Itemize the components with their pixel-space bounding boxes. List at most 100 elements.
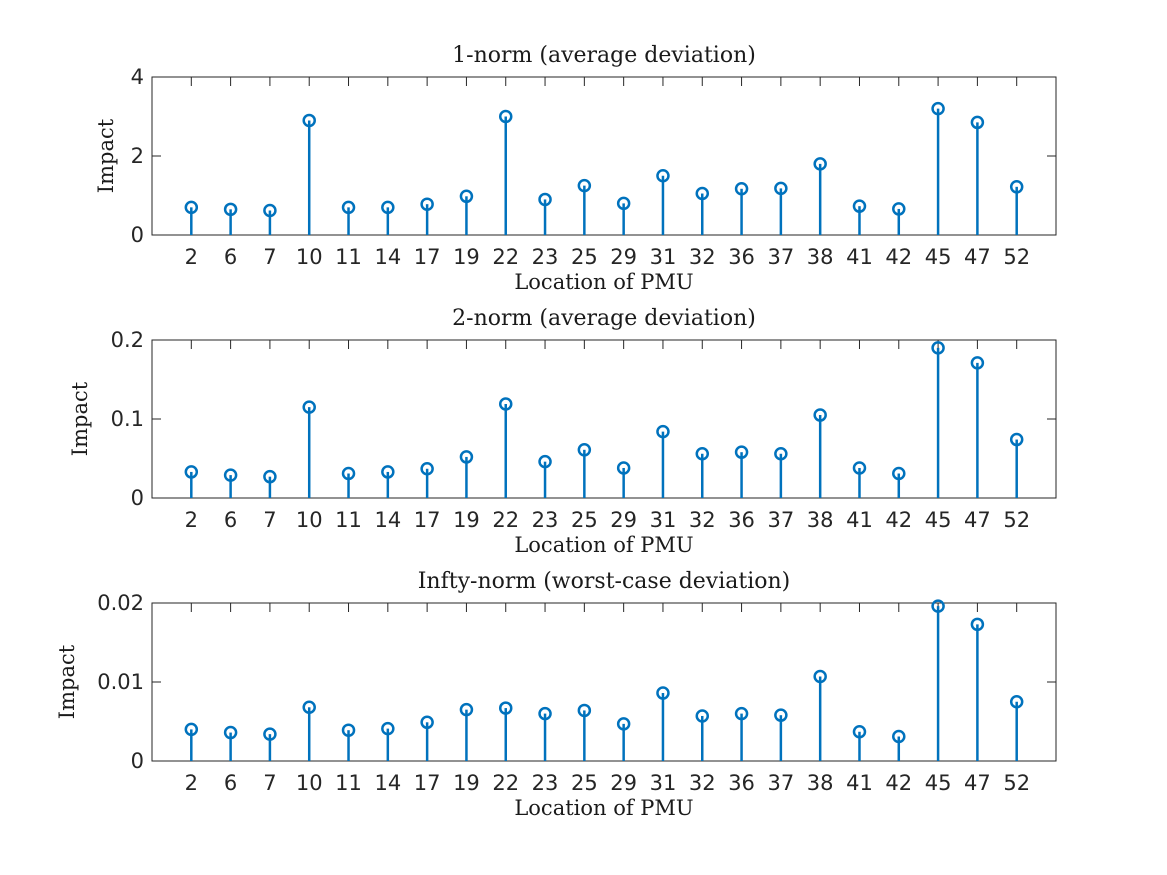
x-tick-label: 14 [374,245,401,269]
stem-marker [813,157,827,171]
stem-marker [892,202,906,216]
stem-marker [577,443,592,457]
stem-marker [263,469,277,484]
x-tick-label: 23 [532,771,559,795]
stem-marker [734,445,749,459]
stem-marker [970,356,985,370]
stem-marker [223,468,238,482]
x-tick-label: 7 [263,508,276,532]
x-tick-label: 32 [689,771,716,795]
stem-marker [931,341,945,355]
stem-marker [341,466,356,481]
x-tick-label: 52 [1003,245,1030,269]
y-tick-label: 0.1 [111,407,144,431]
stem-marker [774,447,788,461]
x-tick-label: 45 [925,771,952,795]
stem-marker [656,169,670,183]
x-tick-label: 2 [185,508,198,532]
stem-marker [813,669,827,684]
x-tick-label: 36 [728,508,755,532]
y-axis-label: Impact [68,381,92,456]
stem-marker [616,196,631,211]
stem-marker [184,722,199,737]
y-tick-label: 0.02 [97,591,144,615]
stem-marker [892,466,906,481]
x-tick-label: 22 [492,508,519,532]
x-tick-label: 17 [414,771,441,795]
x-tick-label: 2 [185,771,198,795]
x-tick-label: 22 [492,245,519,269]
stem-marker [656,686,670,700]
x-tick-label: 37 [768,508,795,532]
stem-marker [538,454,552,469]
stem-marker [381,200,395,215]
stem-marker [577,178,592,193]
stem-marker [892,729,906,744]
stem-marker [1009,695,1024,709]
x-tick-label: 36 [728,245,755,269]
x-tick-label: 31 [650,508,677,532]
stem-marker [931,599,945,613]
x-tick-label: 11 [335,245,362,269]
x-tick-label: 19 [453,245,480,269]
x-tick-label: 32 [689,508,716,532]
stem-marker [695,447,710,461]
stem-marker [695,186,710,201]
stem-marker [459,450,474,464]
stem-marker [498,701,513,715]
x-axis-label: Location of PMU [514,796,693,820]
y-axis-label: Impact [55,644,79,719]
stem-marker [852,199,867,213]
stem-marker [774,708,788,722]
axes-box [151,602,1057,762]
x-tick-label: 45 [925,245,952,269]
x-axis-label: Location of PMU [514,533,693,557]
stem-marker [498,397,513,411]
x-tick-label: 45 [925,508,952,532]
chart-title: 2-norm (average deviation) [452,306,756,331]
stem-marker [381,721,395,736]
chart-title: Infty-norm (worst-case deviation) [418,569,791,594]
y-tick-label: 0 [131,223,144,247]
x-tick-label: 29 [610,245,637,269]
stem-marker [420,197,434,211]
y-tick-label: 0 [131,486,144,510]
stem-marker [852,461,867,475]
x-tick-label: 37 [768,245,795,269]
x-tick-label: 14 [374,508,401,532]
stem-marker [223,725,238,740]
y-tick-label: 0.2 [111,328,144,352]
stem-marker [223,202,238,217]
x-tick-label: 25 [571,245,598,269]
x-tick-label: 23 [532,245,559,269]
x-tick-label: 36 [728,771,755,795]
x-tick-label: 38 [807,508,834,532]
x-tick-label: 52 [1003,771,1030,795]
x-tick-label: 32 [689,245,716,269]
x-tick-label: 41 [846,508,873,532]
stem-marker [1009,432,1024,447]
x-tick-label: 52 [1003,508,1030,532]
x-tick-label: 29 [610,508,637,532]
stem-marker [852,725,867,739]
x-tick-label: 11 [335,771,362,795]
stem-marker [970,617,985,632]
stem-marker [341,200,356,215]
y-tick-label: 2 [131,144,144,168]
stem-marker [538,192,552,207]
axes-box [151,339,1057,499]
x-tick-label: 42 [885,508,912,532]
x-tick-label: 14 [374,771,401,795]
x-tick-label: 42 [885,771,912,795]
x-tick-label: 37 [768,771,795,795]
stem-marker [341,723,356,737]
x-tick-label: 19 [453,508,480,532]
x-tick-label: 23 [532,508,559,532]
stem-marker [656,424,670,439]
stem-marker [734,182,749,196]
stem-marker [381,465,395,479]
stem-marker [498,109,513,124]
x-tick-label: 41 [846,245,873,269]
